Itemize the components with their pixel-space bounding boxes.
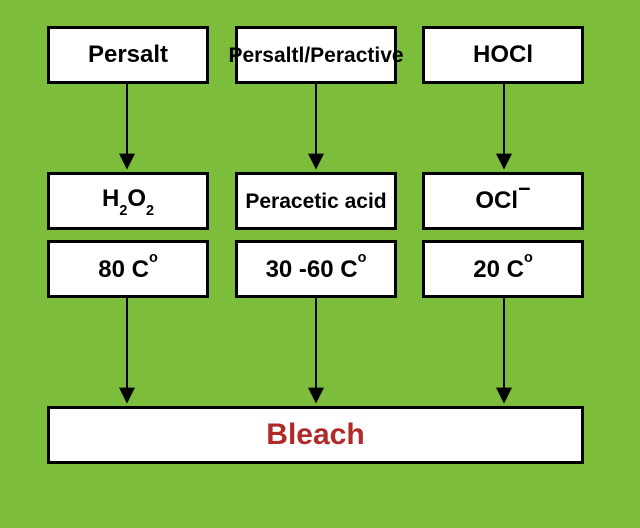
node-bleach: Bleach	[47, 406, 584, 464]
node-hocl: HOCl	[422, 26, 584, 84]
node-temp-30-60c: 30 -60 Co	[235, 240, 397, 298]
node-label: OCl−	[475, 189, 530, 213]
node-label: Persalt	[88, 43, 168, 67]
node-persalt: Persalt	[47, 26, 209, 84]
node-label: Peracetic acid	[245, 191, 386, 212]
node-label: HOCl	[473, 43, 533, 67]
node-label: 30 -60 Co	[266, 257, 367, 282]
node-ocl-minus: OCl−	[422, 172, 584, 230]
node-persalt-peractive: Persaltl/Peractive	[235, 26, 397, 84]
node-label: H2O2	[102, 187, 154, 215]
diagram-canvas: Persalt Persaltl/Peractive HOCl H2O2 Per…	[0, 0, 640, 528]
node-temp-20c: 20 Co	[422, 240, 584, 298]
node-label: Persaltl/Peractive	[228, 45, 403, 66]
node-peracetic-acid: Peracetic acid	[235, 172, 397, 230]
node-temp-80c: 80 Co	[47, 240, 209, 298]
node-label: 20 Co	[473, 257, 533, 282]
node-label: 80 Co	[98, 257, 158, 282]
node-label: Bleach	[266, 420, 364, 450]
node-h2o2: H2O2	[47, 172, 209, 230]
